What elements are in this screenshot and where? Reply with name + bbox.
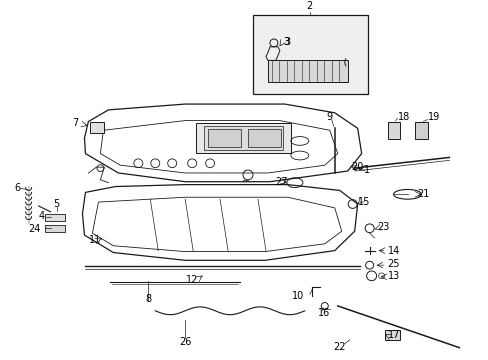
FancyBboxPatch shape bbox=[387, 122, 399, 139]
FancyBboxPatch shape bbox=[196, 123, 290, 153]
FancyBboxPatch shape bbox=[44, 225, 64, 232]
Text: 14: 14 bbox=[387, 246, 399, 256]
Text: 8: 8 bbox=[145, 294, 151, 304]
Text: 26: 26 bbox=[179, 337, 191, 347]
FancyBboxPatch shape bbox=[414, 122, 427, 139]
FancyBboxPatch shape bbox=[90, 122, 104, 133]
Text: 7: 7 bbox=[72, 118, 79, 129]
Text: 13: 13 bbox=[387, 271, 399, 281]
Text: 1: 1 bbox=[363, 165, 369, 175]
Text: 5: 5 bbox=[53, 199, 60, 209]
Text: 20: 20 bbox=[351, 162, 364, 172]
Text: 16: 16 bbox=[317, 308, 329, 318]
Text: 24: 24 bbox=[29, 224, 41, 234]
Text: 3: 3 bbox=[284, 37, 289, 47]
Text: 15: 15 bbox=[357, 197, 369, 207]
Text: 2: 2 bbox=[306, 1, 312, 11]
Text: 4: 4 bbox=[39, 211, 44, 221]
Text: 6: 6 bbox=[15, 183, 20, 193]
Text: 23: 23 bbox=[377, 222, 389, 232]
Text: 17: 17 bbox=[387, 330, 399, 340]
FancyBboxPatch shape bbox=[44, 214, 64, 221]
Text: 25: 25 bbox=[387, 259, 399, 269]
Text: 11: 11 bbox=[89, 235, 102, 245]
FancyBboxPatch shape bbox=[208, 129, 241, 147]
FancyBboxPatch shape bbox=[203, 126, 283, 150]
FancyBboxPatch shape bbox=[384, 330, 399, 340]
Text: 9: 9 bbox=[326, 112, 332, 122]
Text: 12: 12 bbox=[185, 275, 198, 285]
FancyBboxPatch shape bbox=[267, 60, 347, 82]
Text: 10: 10 bbox=[291, 291, 304, 301]
Text: 27: 27 bbox=[274, 177, 287, 187]
Text: 18: 18 bbox=[397, 112, 409, 122]
Text: 22: 22 bbox=[333, 342, 346, 352]
Text: 19: 19 bbox=[427, 112, 439, 122]
FancyBboxPatch shape bbox=[252, 15, 367, 94]
FancyBboxPatch shape bbox=[247, 129, 280, 147]
Text: 21: 21 bbox=[417, 189, 429, 199]
Text: 3: 3 bbox=[283, 37, 288, 47]
